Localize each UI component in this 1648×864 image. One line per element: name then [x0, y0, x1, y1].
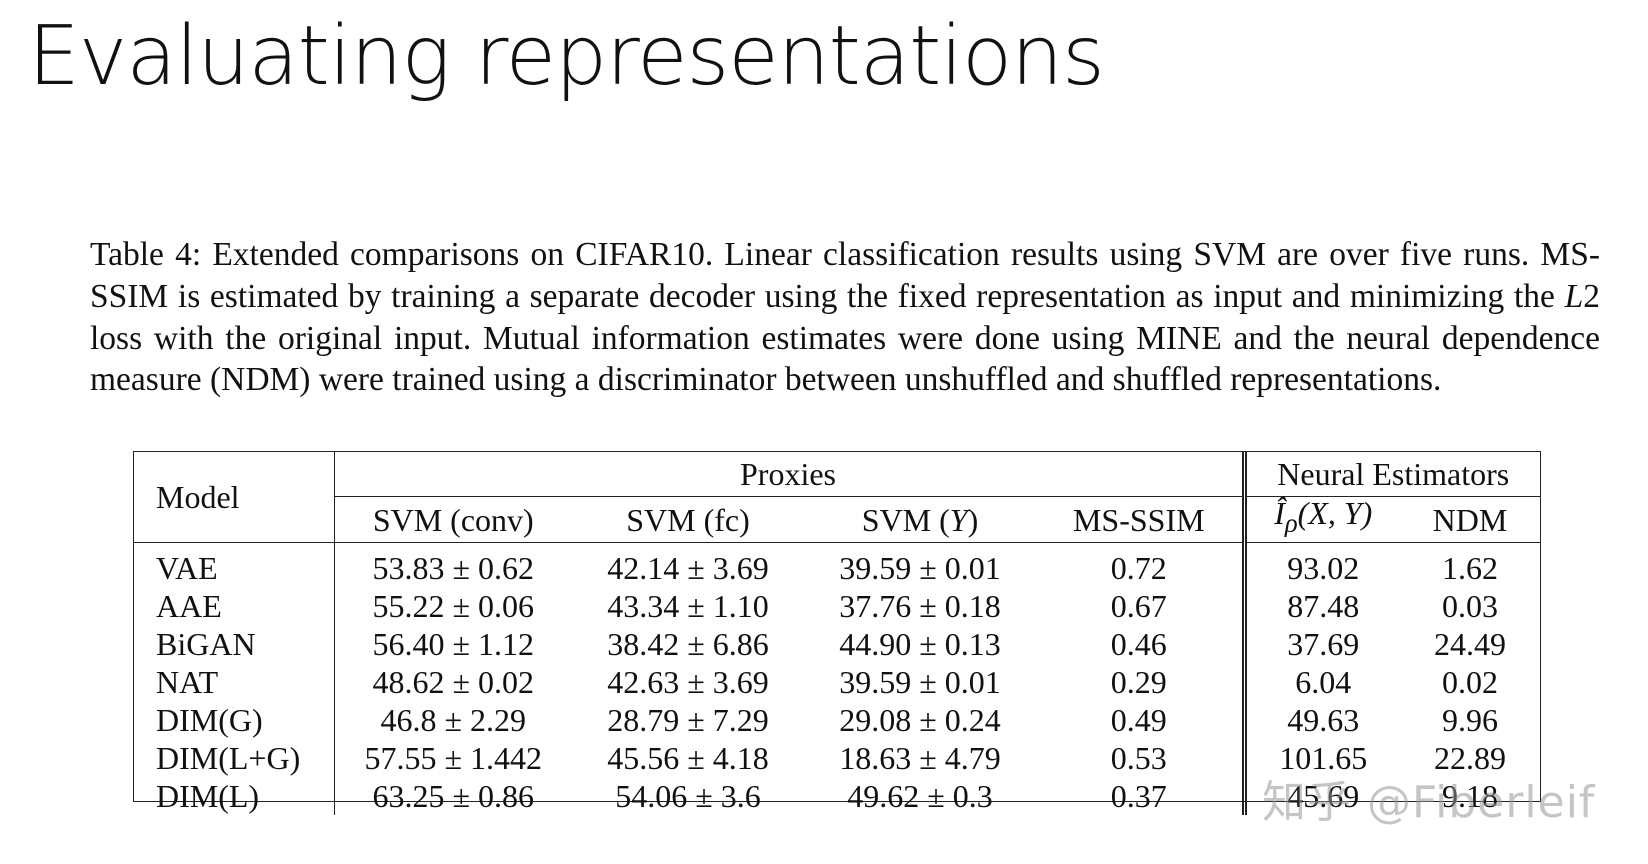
svm-y-cell: 37.76 ± 0.18: [839, 587, 1001, 624]
model-cell: DIM(L): [134, 776, 335, 815]
svm-fc-cell: 45.56 ± 4.18: [607, 739, 769, 776]
ndm-header: NDM: [1400, 496, 1540, 543]
svm-conv-cell: 46.8 ± 2.29: [380, 701, 527, 738]
watermark-text: 知乎 @Fiberleif: [1262, 777, 1596, 828]
caption-text-1: Table 4: Extended comparisons on CIFAR10…: [90, 236, 1600, 315]
ms-ssim-cell: 0.72: [1110, 549, 1167, 586]
mine-cell: 49.63: [1241, 700, 1400, 739]
mine-symbol: Î: [1274, 494, 1285, 531]
svm-y-prefix: SVM (: [861, 501, 950, 538]
ms-ssim-cell: 0.37: [1110, 777, 1167, 814]
svm-conv-cell: 63.25 ± 0.86: [372, 777, 535, 814]
model-column-header: Model: [134, 452, 335, 543]
svm-fc-cell: 43.34 ± 1.10: [607, 587, 769, 624]
svm-y-header: SVM (Y): [804, 496, 1036, 543]
table-row: DIM(G) 46.8 ± 2.29 28.79 ± 7.29 29.08 ± …: [134, 700, 1540, 739]
svm-fc-cell: 54.06 ± 3.6: [615, 777, 761, 814]
mine-args: (X, Y): [1297, 494, 1373, 531]
ndm-cell: 24.49: [1434, 625, 1506, 662]
caption-math-l: L: [1564, 277, 1584, 315]
table-row: DIM(L+G) 57.55 ± 1.442 45.56 ± 4.18 18.6…: [134, 738, 1540, 777]
model-cell: AAE: [134, 586, 335, 625]
ms-ssim-cell: 0.67: [1110, 587, 1167, 624]
mine-estimate-header: Îρ(X, Y): [1241, 494, 1400, 543]
svm-fc-header: SVM (fc): [572, 496, 804, 543]
svm-fc-cell: 42.14 ± 3.69: [607, 549, 769, 586]
caption-text-2: loss with the original input. Mutual inf…: [90, 319, 1600, 399]
ms-ssim-cell: 0.53: [1110, 739, 1167, 776]
svm-y-cell: 39.59 ± 0.01: [839, 549, 1001, 586]
svm-y-cell: 39.59 ± 0.01: [839, 663, 1001, 700]
svm-y-cell: 18.63 ± 4.79: [839, 739, 1001, 776]
model-cell: VAE: [134, 542, 335, 587]
model-cell: NAT: [134, 662, 335, 701]
ms-ssim-header: MS-SSIM: [1036, 496, 1244, 543]
svm-y-var: Y: [949, 501, 968, 538]
svm-fc-cell: 38.42 ± 6.86: [607, 625, 769, 662]
model-cell: BiGAN: [134, 624, 335, 663]
ndm-cell: 22.89: [1434, 739, 1506, 776]
mine-subscript: ρ: [1284, 506, 1298, 537]
neural-estimators-group-header: Neural Estimators: [1241, 452, 1540, 497]
ndm-cell: 1.62: [1442, 549, 1498, 586]
mine-cell: 101.65: [1241, 738, 1400, 777]
table-row: VAE 53.83 ± 0.62 42.14 ± 3.69 39.59 ± 0.…: [134, 542, 1540, 587]
ms-ssim-cell: 0.49: [1110, 701, 1167, 738]
svm-fc-cell: 28.79 ± 7.29: [607, 701, 769, 738]
mine-cell: 45.69: [1241, 776, 1400, 815]
results-table-frame: Model Proxies Neural Estimators SVM (con…: [133, 451, 1541, 815]
table-row: BiGAN 56.40 ± 1.12 38.42 ± 6.86 44.90 ± …: [134, 624, 1540, 663]
svm-y-cell: 44.90 ± 0.13: [839, 625, 1001, 662]
svm-conv-cell: 48.62 ± 0.02: [372, 663, 535, 700]
model-cell: DIM(G): [134, 700, 335, 739]
svm-fc-cell: 42.63 ± 3.69: [607, 663, 769, 700]
svm-conv-cell: 55.22 ± 0.06: [372, 587, 535, 624]
svm-conv-cell: 57.55 ± 1.442: [364, 739, 543, 776]
svm-y-cell: 49.62 ± 0.3: [847, 777, 993, 814]
ms-ssim-cell: 0.46: [1110, 625, 1167, 662]
mine-cell: 6.04: [1241, 662, 1400, 701]
svm-y-suffix: ): [967, 501, 979, 538]
svm-conv-header: SVM (conv): [334, 496, 572, 543]
svm-y-cell: 29.08 ± 0.24: [839, 701, 1001, 738]
caption-math-2: 2: [1583, 277, 1600, 315]
svm-conv-cell: 56.40 ± 1.12: [372, 625, 535, 662]
svm-conv-cell: 53.83 ± 0.62: [372, 549, 535, 586]
ndm-cell: 9.18: [1442, 777, 1498, 814]
ndm-cell: 9.96: [1442, 701, 1498, 738]
model-cell: DIM(L+G): [134, 738, 335, 777]
ms-ssim-cell: 0.29: [1110, 663, 1167, 700]
results-table: Model Proxies Neural Estimators SVM (con…: [134, 452, 1540, 815]
results-table-body: VAE 53.83 ± 0.62 42.14 ± 3.69 39.59 ± 0.…: [134, 542, 1540, 815]
slide-title: Evaluating representations: [28, 9, 1105, 104]
table-row: NAT 48.62 ± 0.02 42.63 ± 3.69 39.59 ± 0.…: [134, 662, 1540, 701]
mine-cell: 37.69: [1241, 624, 1400, 663]
ndm-cell: 0.02: [1442, 663, 1498, 700]
mine-cell: 87.48: [1241, 586, 1400, 625]
mine-cell: 93.02: [1241, 542, 1400, 587]
ndm-cell: 0.03: [1442, 587, 1498, 624]
table-caption: Table 4: Extended comparisons on CIFAR10…: [90, 234, 1600, 401]
table-row: DIM(L) 63.25 ± 0.86 54.06 ± 3.6 49.62 ± …: [134, 776, 1540, 815]
proxies-group-header: Proxies: [334, 452, 1244, 497]
table-row: AAE 55.22 ± 0.06 43.34 ± 1.10 37.76 ± 0.…: [134, 586, 1540, 625]
